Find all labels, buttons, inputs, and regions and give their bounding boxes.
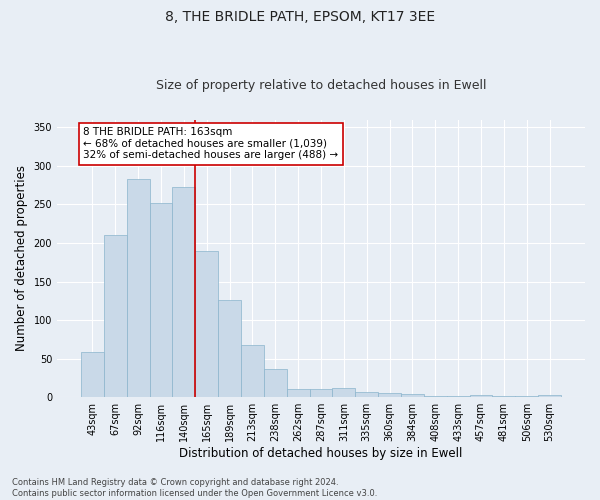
Bar <box>355 392 378 397</box>
Bar <box>401 394 424 397</box>
Bar <box>127 179 149 397</box>
Bar <box>332 388 355 397</box>
Bar <box>287 390 310 397</box>
Bar <box>538 395 561 397</box>
Bar <box>149 203 172 397</box>
Bar <box>378 392 401 397</box>
Bar <box>196 250 218 397</box>
Bar <box>515 396 538 397</box>
Y-axis label: Number of detached properties: Number of detached properties <box>15 166 28 352</box>
Bar <box>104 235 127 397</box>
Bar <box>218 300 241 397</box>
Text: 8, THE BRIDLE PATH, EPSOM, KT17 3EE: 8, THE BRIDLE PATH, EPSOM, KT17 3EE <box>165 10 435 24</box>
Bar <box>241 345 264 397</box>
Title: Size of property relative to detached houses in Ewell: Size of property relative to detached ho… <box>156 79 486 92</box>
X-axis label: Distribution of detached houses by size in Ewell: Distribution of detached houses by size … <box>179 447 463 460</box>
Text: 8 THE BRIDLE PATH: 163sqm
← 68% of detached houses are smaller (1,039)
32% of se: 8 THE BRIDLE PATH: 163sqm ← 68% of detac… <box>83 128 338 160</box>
Text: Contains HM Land Registry data © Crown copyright and database right 2024.
Contai: Contains HM Land Registry data © Crown c… <box>12 478 377 498</box>
Bar <box>172 188 196 397</box>
Bar <box>470 395 493 397</box>
Bar <box>424 396 447 397</box>
Bar <box>447 396 470 397</box>
Bar <box>310 390 332 397</box>
Bar <box>264 370 287 397</box>
Bar <box>81 352 104 397</box>
Bar <box>493 396 515 397</box>
